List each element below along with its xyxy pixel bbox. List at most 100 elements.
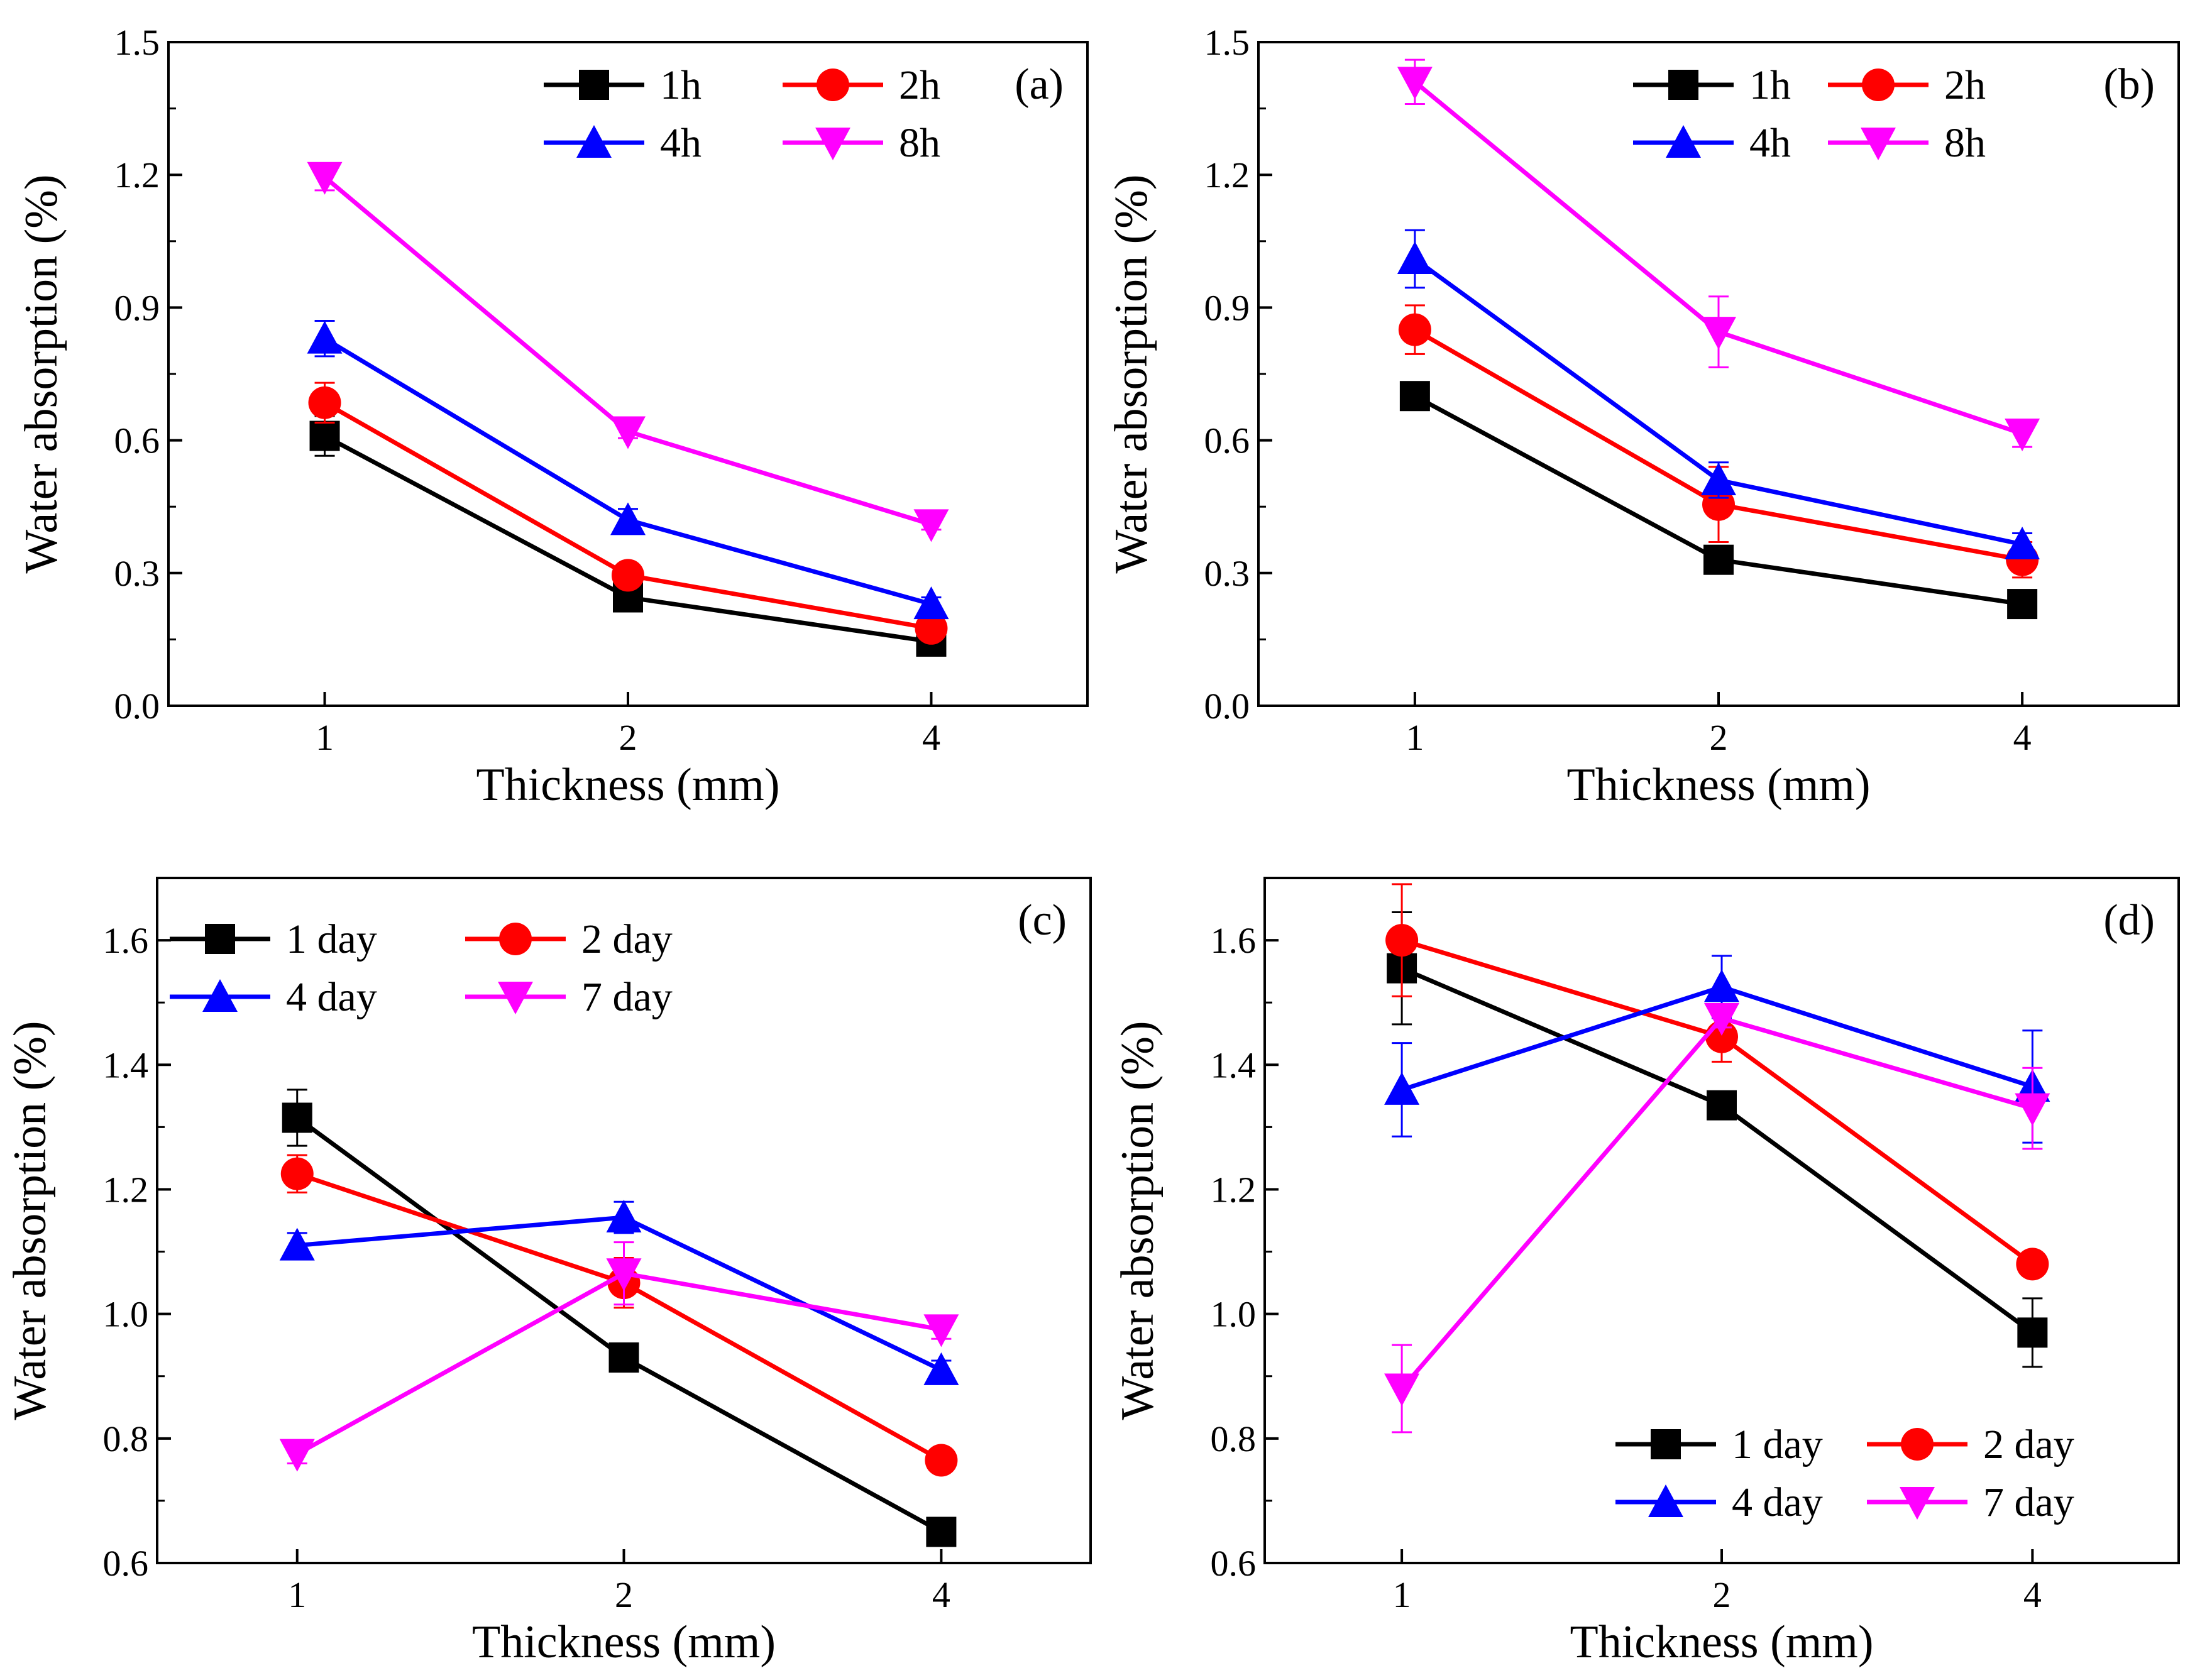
legend-marker — [1651, 1429, 1681, 1459]
legend-marker — [1666, 125, 1701, 158]
panel-label: (b) — [2103, 60, 2155, 109]
y-tick-label: 1.2 — [114, 155, 160, 195]
y-tick-label: 1.6 — [103, 920, 149, 961]
legend-marker — [205, 924, 235, 954]
data-point — [309, 420, 340, 451]
y-tick-label: 0.9 — [1204, 287, 1250, 328]
data-point — [2007, 589, 2038, 620]
legend-label: 1 day — [286, 916, 377, 962]
data-point — [1704, 969, 1739, 1002]
legend-marker — [817, 69, 849, 101]
data-point — [1384, 1373, 1420, 1407]
data-point — [307, 162, 343, 195]
chart-panel-3: 0.6 0.8 1.0 1.2 1.4 1.6 1 2 4 Thickness (mm) Water… — [4, 877, 1092, 1668]
series-4h — [1397, 229, 2040, 560]
data-point — [1398, 313, 1431, 346]
legend-marker — [498, 982, 533, 1014]
data-point — [2016, 1248, 2049, 1281]
legend-label: 2h — [899, 62, 940, 108]
legend-label: 4 day — [286, 974, 377, 1020]
series-8h — [307, 162, 949, 542]
panel-label: (d) — [2103, 896, 2155, 945]
data-point — [1702, 488, 1735, 521]
y-tick-label: 1.6 — [1211, 920, 1257, 961]
data-point — [280, 1157, 314, 1190]
series-7-day — [1384, 1002, 2050, 1434]
legend-marker — [579, 70, 609, 100]
x-axis-title: Thickness (mm) — [1567, 759, 1871, 811]
data-point — [282, 1102, 312, 1133]
x-tick-label: 4 — [2023, 1574, 2042, 1615]
x-tick-label: 4 — [932, 1574, 950, 1615]
x-tick-label: 4 — [922, 717, 940, 758]
y-tick-label: 1.2 — [1211, 1169, 1257, 1210]
data-point — [279, 1227, 315, 1261]
y-tick-label: 0.0 — [114, 686, 160, 727]
x-tick-label: 2 — [615, 1574, 633, 1615]
series-2h — [308, 381, 948, 645]
legend-label: 2 day — [581, 916, 673, 962]
legend-marker — [1668, 70, 1698, 100]
y-tick-label: 0.9 — [114, 287, 160, 328]
legend-label: 7 day — [581, 974, 673, 1020]
data-point — [1701, 462, 1736, 495]
data-point — [2005, 419, 2040, 452]
y-tick-label: 1.0 — [103, 1294, 149, 1335]
data-point — [1704, 1002, 1739, 1036]
y-tick-label: 0.3 — [1204, 553, 1250, 594]
data-point — [923, 1314, 959, 1347]
series-1-day — [282, 1089, 957, 1547]
x-tick-label: 1 — [1406, 717, 1424, 758]
data-point — [608, 1342, 639, 1373]
data-point — [923, 1352, 959, 1385]
legend: 1 day 2 day 4 day 7 day — [1615, 1422, 2074, 1525]
data-point — [1397, 241, 1433, 274]
x-tick-label: 4 — [2013, 717, 2032, 758]
x-tick-label: 2 — [619, 717, 637, 758]
legend-marker — [815, 128, 850, 160]
data-point — [610, 416, 646, 449]
legend-label: 4h — [1749, 120, 1791, 166]
x-tick-label: 2 — [1710, 717, 1728, 758]
legend-label: 4 day — [1732, 1479, 1823, 1525]
y-tick-label: 1.5 — [1204, 22, 1250, 63]
legend-label: 1 day — [1732, 1422, 1823, 1467]
series-line — [323, 175, 932, 527]
data-point — [926, 1517, 957, 1547]
x-tick-label: 1 — [288, 1574, 306, 1615]
y-tick-label: 0.8 — [1211, 1418, 1257, 1459]
series-7-day — [279, 1241, 959, 1472]
chart-panel-4: 0.6 0.8 1.0 1.2 1.4 1.6 1 2 4 Thickness (mm) Water… — [1112, 877, 2180, 1668]
data-point — [925, 1444, 958, 1477]
data-point — [308, 386, 341, 419]
data-point — [913, 586, 949, 620]
x-tick-label: 2 — [1713, 1574, 1731, 1615]
x-tick-label: 1 — [316, 717, 334, 758]
data-point — [307, 321, 343, 354]
legend-label: 4h — [660, 120, 702, 166]
y-tick-label: 0.6 — [103, 1543, 149, 1584]
data-point — [2005, 527, 2040, 560]
panel-label: (a) — [1015, 60, 1064, 109]
legend-marker — [202, 979, 238, 1012]
x-tick-label: 1 — [1393, 1574, 1411, 1615]
legend: 1h 2h 4h 8h — [1633, 62, 1986, 166]
series-8h — [1397, 58, 2040, 452]
legend-marker — [576, 125, 612, 158]
legend-marker — [1861, 128, 1896, 160]
data-point — [1384, 1072, 1420, 1105]
legend-label: 8h — [1944, 120, 1986, 166]
y-tick-label: 1.0 — [1211, 1294, 1257, 1335]
series-2-day — [1385, 883, 2049, 1281]
y-tick-label: 1.2 — [103, 1169, 149, 1210]
legend-label: 1h — [660, 62, 702, 108]
y-tick-label: 1.4 — [1211, 1045, 1257, 1085]
data-point — [2017, 1317, 2048, 1348]
data-point — [1385, 924, 1419, 957]
x-axis-title: Thickness (mm) — [476, 759, 780, 811]
x-axis-title: Thickness (mm) — [472, 1616, 776, 1668]
series-4-day — [279, 1200, 959, 1385]
legend-marker — [1900, 1487, 1935, 1520]
data-point — [606, 1258, 642, 1292]
